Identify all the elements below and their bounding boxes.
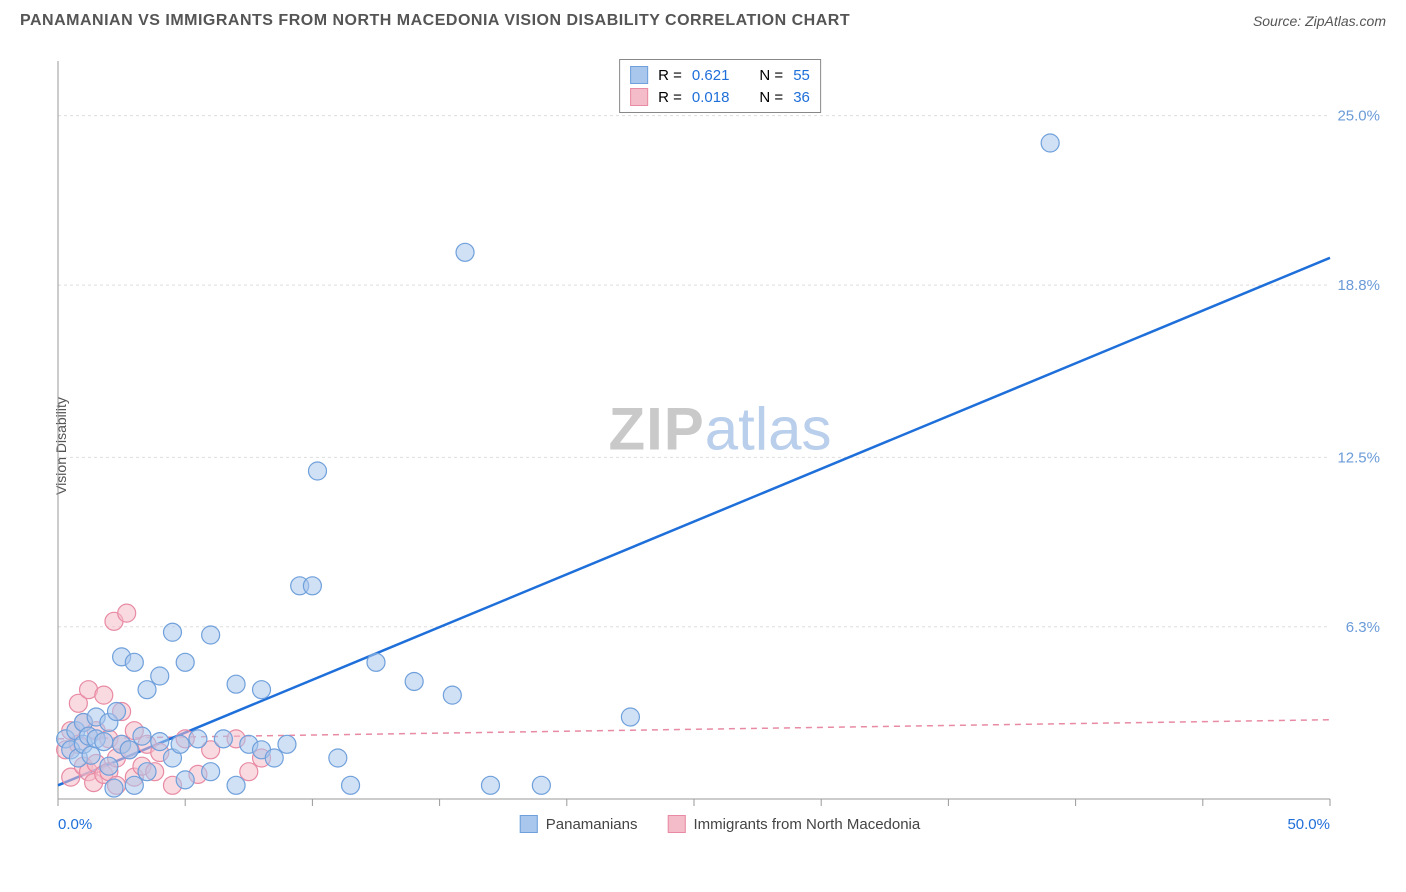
- legend-series: Panamanians Immigrants from North Macedo…: [520, 815, 920, 833]
- svg-text:25.0%: 25.0%: [1337, 108, 1380, 125]
- legend-stats-row: R = 0.621 N = 55: [630, 64, 810, 86]
- r-value-1: 0.018: [692, 89, 730, 106]
- header: PANAMANIAN VS IMMIGRANTS FROM NORTH MACE…: [0, 0, 1406, 38]
- legend-swatch-pink: [667, 815, 685, 833]
- legend-stats-row: R = 0.018 N = 36: [630, 86, 810, 108]
- svg-text:50.0%: 50.0%: [1287, 816, 1330, 833]
- svg-text:6.3%: 6.3%: [1346, 619, 1380, 636]
- r-value-0: 0.621: [692, 67, 730, 84]
- source-attribution: Source: ZipAtlas.com: [1253, 13, 1386, 29]
- page-title: PANAMANIAN VS IMMIGRANTS FROM NORTH MACE…: [20, 12, 850, 30]
- legend-swatch-blue: [630, 66, 648, 84]
- legend-swatch-blue: [520, 815, 538, 833]
- legend-swatch-pink: [630, 88, 648, 106]
- svg-text:0.0%: 0.0%: [58, 816, 92, 833]
- n-value-0: 55: [793, 67, 810, 84]
- scatter-plot: 6.3% 12.5% 18.8% 25.0% 0.0% 50.0%: [50, 55, 1390, 835]
- n-value-1: 36: [793, 89, 810, 106]
- svg-text:12.5%: 12.5%: [1337, 449, 1380, 466]
- legend-item-macedonia: Immigrants from North Macedonia: [667, 815, 920, 833]
- legend-item-panamanians: Panamanians: [520, 815, 638, 833]
- chart-area: R = 0.621 N = 55 R = 0.018 N = 36 ZIPatl…: [50, 55, 1390, 835]
- legend-stats: R = 0.621 N = 55 R = 0.018 N = 36: [619, 59, 821, 113]
- svg-text:18.8%: 18.8%: [1337, 277, 1380, 294]
